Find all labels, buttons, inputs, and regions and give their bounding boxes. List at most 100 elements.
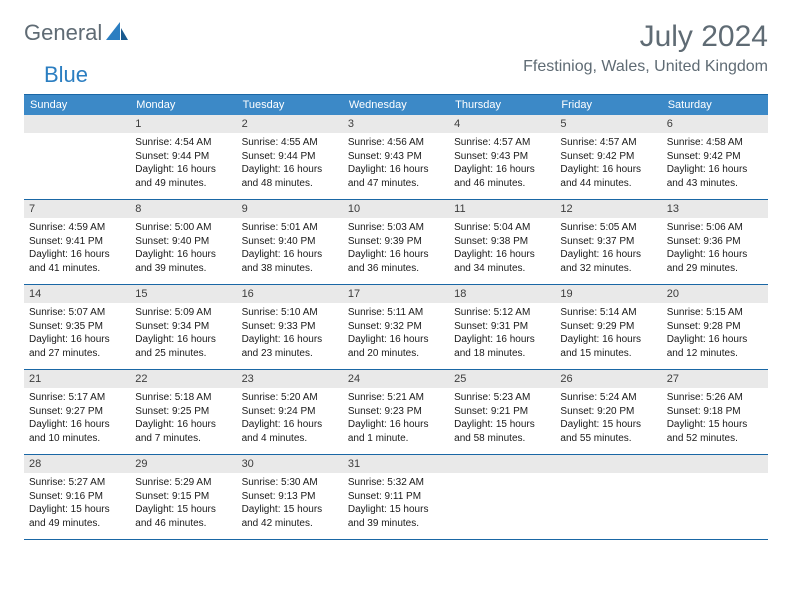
day-detail: Sunrise: 5:11 AMSunset: 9:32 PMDaylight:…: [343, 303, 449, 363]
sunset-text: Sunset: 9:23 PM: [348, 405, 444, 419]
day-detail: Sunrise: 5:17 AMSunset: 9:27 PMDaylight:…: [24, 388, 130, 448]
day-detail: Sunrise: 5:05 AMSunset: 9:37 PMDaylight:…: [555, 218, 661, 278]
sunrise-text: Sunrise: 5:32 AM: [348, 476, 444, 490]
sunrise-text: Sunrise: 5:24 AM: [560, 391, 656, 405]
day-cell: 24Sunrise: 5:21 AMSunset: 9:23 PMDayligh…: [343, 370, 449, 454]
daylight-text: Daylight: 16 hours and 49 minutes.: [135, 163, 231, 190]
daylight-text: Daylight: 16 hours and 46 minutes.: [454, 163, 550, 190]
day-detail: Sunrise: 5:10 AMSunset: 9:33 PMDaylight:…: [237, 303, 343, 363]
day-number: 31: [343, 455, 449, 473]
day-cell: 22Sunrise: 5:18 AMSunset: 9:25 PMDayligh…: [130, 370, 236, 454]
day-number: 7: [24, 200, 130, 218]
daylight-text: Daylight: 15 hours and 42 minutes.: [242, 503, 338, 530]
sunrise-text: Sunrise: 5:07 AM: [29, 306, 125, 320]
day-number: [24, 115, 130, 133]
sunset-text: Sunset: 9:11 PM: [348, 490, 444, 504]
day-number: 12: [555, 200, 661, 218]
day-number: 4: [449, 115, 555, 133]
day-cell: 9Sunrise: 5:01 AMSunset: 9:40 PMDaylight…: [237, 200, 343, 284]
day-number: 14: [24, 285, 130, 303]
sunset-text: Sunset: 9:36 PM: [667, 235, 763, 249]
daylight-text: Daylight: 16 hours and 1 minute.: [348, 418, 444, 445]
day-number: 1: [130, 115, 236, 133]
day-number: [555, 455, 661, 473]
day-number: 22: [130, 370, 236, 388]
daylight-text: Daylight: 15 hours and 52 minutes.: [667, 418, 763, 445]
day-detail: Sunrise: 5:07 AMSunset: 9:35 PMDaylight:…: [24, 303, 130, 363]
day-cell: [24, 115, 130, 199]
dayhead-fri: Friday: [555, 95, 661, 115]
sunrise-text: Sunrise: 5:30 AM: [242, 476, 338, 490]
day-cell: 1Sunrise: 4:54 AMSunset: 9:44 PMDaylight…: [130, 115, 236, 199]
sunset-text: Sunset: 9:25 PM: [135, 405, 231, 419]
sunrise-text: Sunrise: 4:57 AM: [454, 136, 550, 150]
daylight-text: Daylight: 16 hours and 39 minutes.: [135, 248, 231, 275]
day-cell: 31Sunrise: 5:32 AMSunset: 9:11 PMDayligh…: [343, 455, 449, 539]
daylight-text: Daylight: 16 hours and 32 minutes.: [560, 248, 656, 275]
logo-text-blue: Blue: [44, 62, 88, 88]
sunset-text: Sunset: 9:44 PM: [135, 150, 231, 164]
dayhead-thu: Thursday: [449, 95, 555, 115]
day-number: 27: [662, 370, 768, 388]
day-cell: 11Sunrise: 5:04 AMSunset: 9:38 PMDayligh…: [449, 200, 555, 284]
day-cell: [449, 455, 555, 539]
daylight-text: Daylight: 15 hours and 58 minutes.: [454, 418, 550, 445]
daylight-text: Daylight: 16 hours and 41 minutes.: [29, 248, 125, 275]
day-detail: Sunrise: 4:55 AMSunset: 9:44 PMDaylight:…: [237, 133, 343, 193]
daylight-text: Daylight: 16 hours and 29 minutes.: [667, 248, 763, 275]
day-number: 21: [24, 370, 130, 388]
daylight-text: Daylight: 16 hours and 38 minutes.: [242, 248, 338, 275]
day-detail: Sunrise: 5:26 AMSunset: 9:18 PMDaylight:…: [662, 388, 768, 448]
daylight-text: Daylight: 15 hours and 39 minutes.: [348, 503, 444, 530]
day-cell: 16Sunrise: 5:10 AMSunset: 9:33 PMDayligh…: [237, 285, 343, 369]
day-number: 13: [662, 200, 768, 218]
sunrise-text: Sunrise: 5:09 AM: [135, 306, 231, 320]
day-cell: 15Sunrise: 5:09 AMSunset: 9:34 PMDayligh…: [130, 285, 236, 369]
day-cell: 19Sunrise: 5:14 AMSunset: 9:29 PMDayligh…: [555, 285, 661, 369]
day-number: [449, 455, 555, 473]
day-detail: Sunrise: 5:03 AMSunset: 9:39 PMDaylight:…: [343, 218, 449, 278]
daylight-text: Daylight: 16 hours and 20 minutes.: [348, 333, 444, 360]
day-cell: 8Sunrise: 5:00 AMSunset: 9:40 PMDaylight…: [130, 200, 236, 284]
day-detail: Sunrise: 5:04 AMSunset: 9:38 PMDaylight:…: [449, 218, 555, 278]
day-number: 2: [237, 115, 343, 133]
sunset-text: Sunset: 9:15 PM: [135, 490, 231, 504]
dayhead-tue: Tuesday: [237, 95, 343, 115]
title-block: July 2024 Ffestiniog, Wales, United King…: [523, 20, 768, 76]
sunrise-text: Sunrise: 5:17 AM: [29, 391, 125, 405]
sunset-text: Sunset: 9:37 PM: [560, 235, 656, 249]
sunset-text: Sunset: 9:42 PM: [667, 150, 763, 164]
daylight-text: Daylight: 16 hours and 36 minutes.: [348, 248, 444, 275]
sunrise-text: Sunrise: 5:27 AM: [29, 476, 125, 490]
daylight-text: Daylight: 16 hours and 43 minutes.: [667, 163, 763, 190]
sunrise-text: Sunrise: 5:01 AM: [242, 221, 338, 235]
sunset-text: Sunset: 9:35 PM: [29, 320, 125, 334]
sunrise-text: Sunrise: 5:14 AM: [560, 306, 656, 320]
sunset-text: Sunset: 9:20 PM: [560, 405, 656, 419]
sunrise-text: Sunrise: 4:56 AM: [348, 136, 444, 150]
day-detail: Sunrise: 5:32 AMSunset: 9:11 PMDaylight:…: [343, 473, 449, 533]
weeks-container: 1Sunrise: 4:54 AMSunset: 9:44 PMDaylight…: [24, 115, 768, 540]
sunset-text: Sunset: 9:38 PM: [454, 235, 550, 249]
day-number: 20: [662, 285, 768, 303]
sunset-text: Sunset: 9:32 PM: [348, 320, 444, 334]
sunrise-text: Sunrise: 5:10 AM: [242, 306, 338, 320]
sunrise-text: Sunrise: 5:12 AM: [454, 306, 550, 320]
day-detail: Sunrise: 5:00 AMSunset: 9:40 PMDaylight:…: [130, 218, 236, 278]
day-cell: 14Sunrise: 5:07 AMSunset: 9:35 PMDayligh…: [24, 285, 130, 369]
sunrise-text: Sunrise: 5:00 AM: [135, 221, 231, 235]
day-cell: 13Sunrise: 5:06 AMSunset: 9:36 PMDayligh…: [662, 200, 768, 284]
day-detail: Sunrise: 4:56 AMSunset: 9:43 PMDaylight:…: [343, 133, 449, 193]
day-cell: 23Sunrise: 5:20 AMSunset: 9:24 PMDayligh…: [237, 370, 343, 454]
day-number: 23: [237, 370, 343, 388]
sunrise-text: Sunrise: 5:15 AM: [667, 306, 763, 320]
day-cell: [555, 455, 661, 539]
day-cell: 26Sunrise: 5:24 AMSunset: 9:20 PMDayligh…: [555, 370, 661, 454]
dayhead-mon: Monday: [130, 95, 236, 115]
day-cell: 6Sunrise: 4:58 AMSunset: 9:42 PMDaylight…: [662, 115, 768, 199]
day-detail: Sunrise: 5:27 AMSunset: 9:16 PMDaylight:…: [24, 473, 130, 533]
sunrise-text: Sunrise: 4:58 AM: [667, 136, 763, 150]
day-detail: Sunrise: 5:21 AMSunset: 9:23 PMDaylight:…: [343, 388, 449, 448]
day-header-row: Sunday Monday Tuesday Wednesday Thursday…: [24, 95, 768, 115]
day-number: 15: [130, 285, 236, 303]
